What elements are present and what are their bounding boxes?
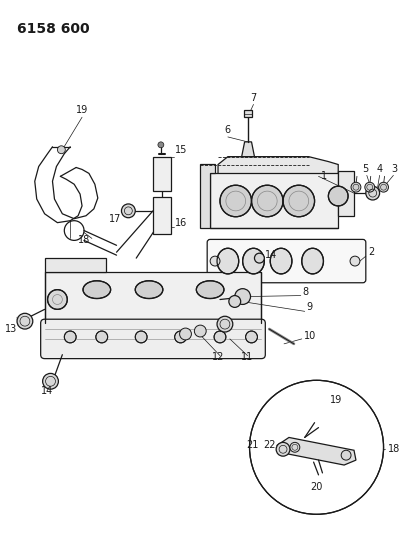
Circle shape [276, 442, 290, 456]
Text: 4: 4 [377, 165, 383, 174]
Polygon shape [277, 438, 356, 465]
Circle shape [58, 146, 65, 154]
Text: 8: 8 [303, 287, 309, 297]
FancyBboxPatch shape [210, 173, 338, 228]
Bar [153, 157, 171, 191]
Ellipse shape [217, 248, 239, 274]
Text: 18: 18 [78, 236, 90, 245]
Polygon shape [218, 157, 338, 176]
Text: 7: 7 [251, 93, 257, 102]
Circle shape [235, 289, 251, 304]
Circle shape [135, 331, 147, 343]
Text: 22: 22 [263, 440, 276, 450]
Circle shape [210, 256, 220, 266]
Bar [244, 110, 251, 117]
Text: 14: 14 [265, 250, 277, 260]
Circle shape [351, 182, 361, 192]
FancyBboxPatch shape [44, 272, 262, 323]
Ellipse shape [270, 248, 292, 274]
Text: 2: 2 [368, 247, 374, 257]
Circle shape [341, 450, 351, 460]
Text: 9: 9 [307, 302, 313, 312]
Text: 3: 3 [391, 165, 397, 174]
Circle shape [48, 289, 67, 309]
Ellipse shape [135, 281, 163, 298]
Circle shape [328, 186, 348, 206]
Circle shape [175, 331, 186, 343]
Text: 12: 12 [212, 352, 224, 362]
Polygon shape [338, 172, 354, 216]
FancyBboxPatch shape [44, 258, 106, 272]
Text: 17: 17 [109, 214, 122, 224]
Bar [153, 197, 171, 235]
Circle shape [158, 142, 164, 148]
Circle shape [229, 296, 241, 308]
Text: 13: 13 [5, 324, 17, 334]
Text: 6158 600: 6158 600 [17, 22, 90, 36]
Circle shape [217, 316, 233, 332]
Circle shape [250, 381, 384, 514]
Circle shape [96, 331, 108, 343]
Text: 15: 15 [175, 145, 187, 155]
Text: 18: 18 [388, 445, 400, 454]
Circle shape [379, 182, 388, 192]
Circle shape [365, 182, 375, 192]
Circle shape [17, 313, 33, 329]
Polygon shape [242, 142, 255, 157]
FancyBboxPatch shape [41, 319, 265, 359]
Circle shape [43, 374, 58, 389]
Circle shape [194, 325, 206, 337]
Text: 20: 20 [310, 482, 323, 492]
Text: 21: 21 [246, 440, 258, 450]
Circle shape [283, 185, 315, 217]
Text: 14: 14 [40, 386, 53, 396]
Circle shape [251, 185, 283, 217]
Circle shape [246, 331, 257, 343]
Ellipse shape [302, 248, 324, 274]
Ellipse shape [83, 281, 111, 298]
Circle shape [220, 185, 251, 217]
Text: 11: 11 [242, 352, 254, 362]
Circle shape [350, 256, 360, 266]
Polygon shape [200, 164, 215, 228]
Circle shape [255, 253, 264, 263]
Circle shape [290, 442, 300, 452]
Text: 19: 19 [330, 395, 343, 405]
Text: 5: 5 [363, 165, 369, 174]
FancyBboxPatch shape [207, 239, 366, 283]
Text: 16: 16 [175, 217, 187, 228]
Circle shape [122, 204, 135, 217]
Circle shape [180, 328, 191, 340]
Ellipse shape [243, 248, 264, 274]
Text: 6: 6 [224, 125, 230, 135]
Text: 1: 1 [321, 171, 327, 181]
Text: 19: 19 [76, 106, 88, 115]
Text: 10: 10 [304, 331, 316, 341]
Ellipse shape [196, 281, 224, 298]
Circle shape [214, 331, 226, 343]
Circle shape [64, 331, 76, 343]
Circle shape [366, 186, 379, 200]
